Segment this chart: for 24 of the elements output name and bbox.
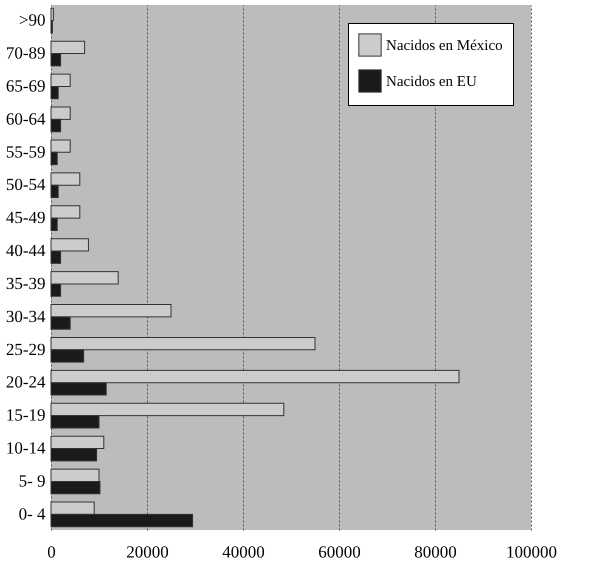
x-tick-label: 100000 [506, 542, 557, 562]
y-tick-label: 0- 4 [18, 504, 46, 524]
y-tick-label: 50-54 [6, 175, 46, 194]
x-tick-label: 0 [47, 542, 56, 562]
y-tick-label: 55-59 [6, 142, 46, 162]
legend-label: Nacidos en México [386, 38, 503, 54]
y-tick-label: 40-44 [6, 241, 46, 260]
y-tick-label: 65-69 [6, 76, 46, 96]
y-tick-label: 35-39 [6, 274, 46, 293]
x-tick-label: 20000 [126, 542, 169, 562]
y-tick-label: 10-14 [6, 438, 46, 458]
y-tick-label: 45-49 [6, 208, 46, 228]
x-tick-label: 60000 [318, 542, 361, 562]
x-tick-label: 40000 [222, 542, 265, 562]
y-tick-label: 70-89 [6, 44, 46, 63]
y-tick-label: 60-64 [6, 109, 46, 128]
legend-label: Nacidos en EU [386, 74, 477, 90]
y-tick-label: 20-24 [6, 372, 46, 392]
y-tick-label: 5- 9 [18, 471, 46, 490]
y-tick-label: >90 [18, 10, 46, 30]
y-tick-label: 30-34 [6, 306, 46, 326]
x-tick-label: 80000 [414, 542, 457, 562]
y-tick-label: 25-29 [6, 340, 46, 359]
y-tick-label: 15-19 [6, 406, 46, 425]
